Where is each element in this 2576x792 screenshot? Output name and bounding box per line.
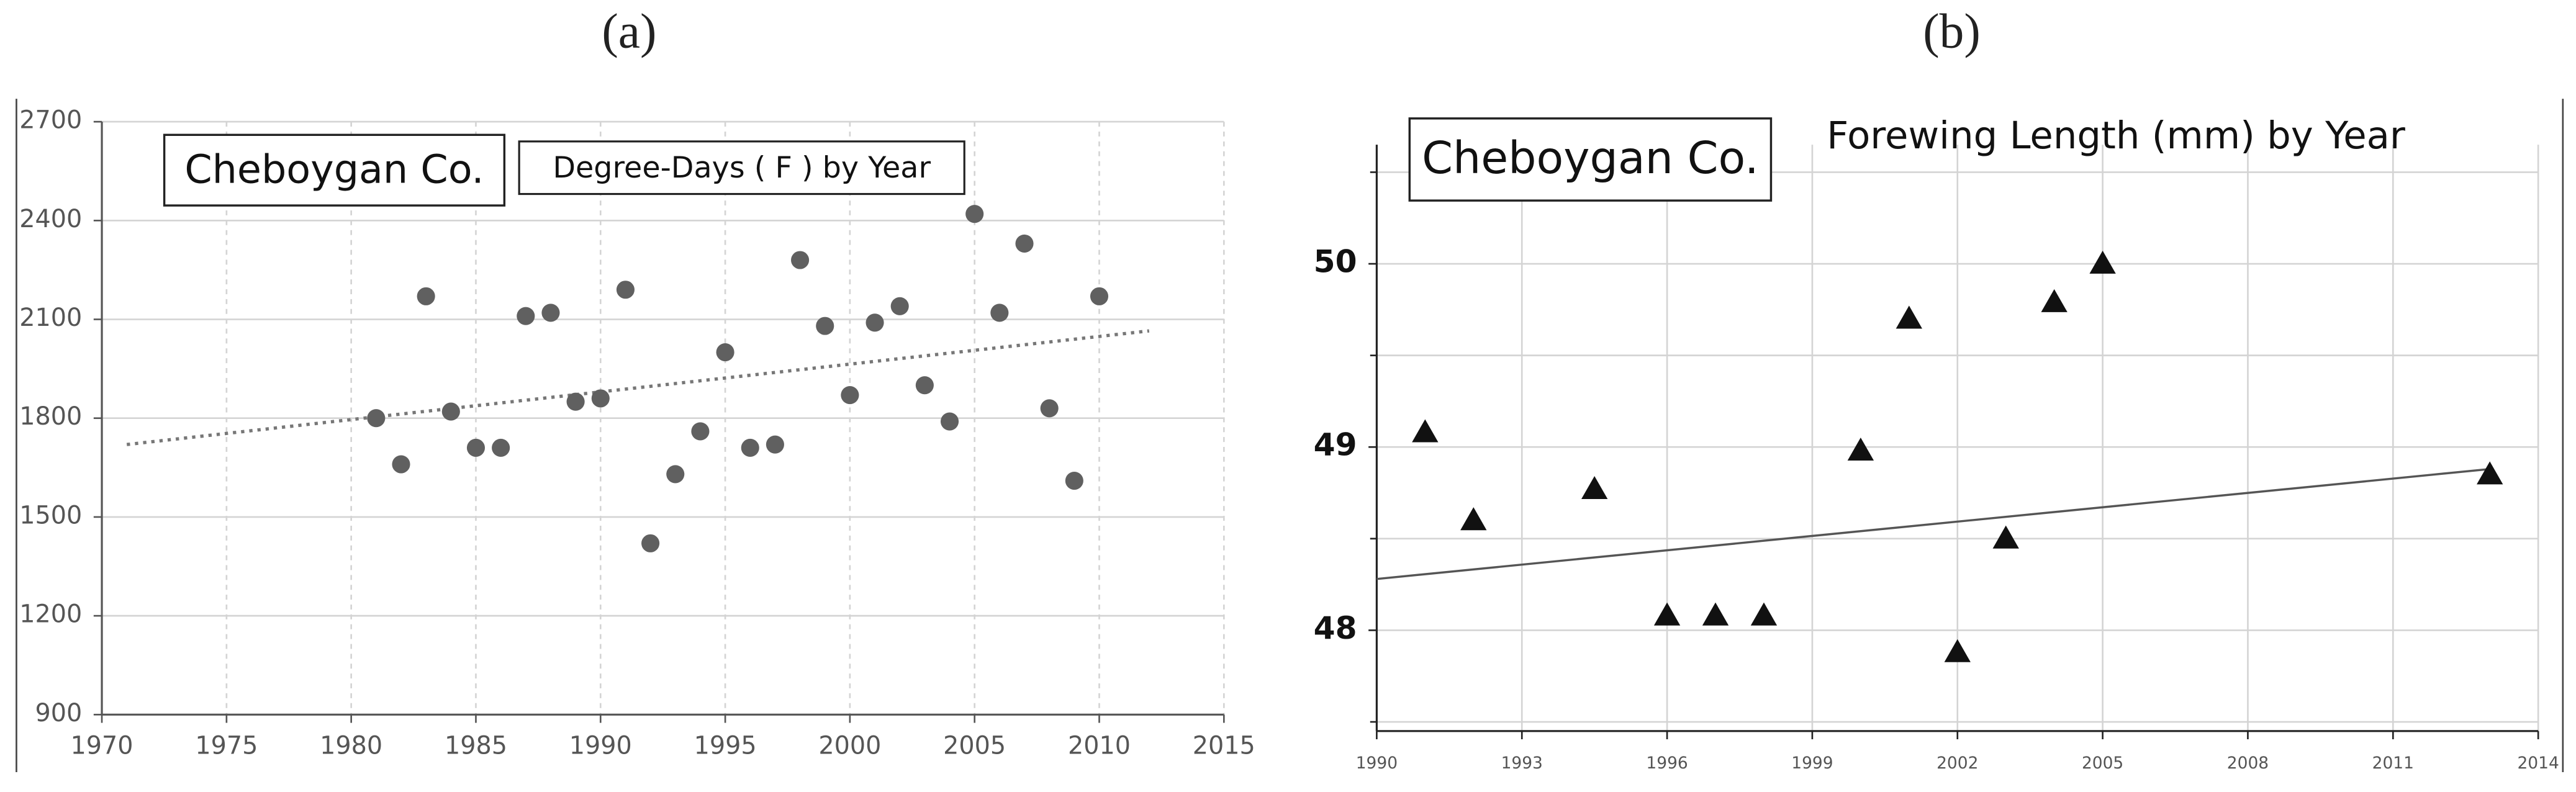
- annotation: Cheboygan Co.: [184, 146, 484, 192]
- x-tick-label: 2011: [2372, 754, 2414, 773]
- trendline: [1376, 467, 2490, 580]
- y-tick-label: 900: [35, 699, 83, 727]
- x-tick-label: 1985: [445, 732, 507, 760]
- x-tick-label: 2010: [1068, 732, 1131, 760]
- point: [1653, 602, 1681, 626]
- point: [1040, 399, 1059, 418]
- x-tick-label: 1970: [71, 732, 133, 760]
- point: [566, 392, 585, 411]
- x-tick-label: 2008: [2227, 754, 2269, 773]
- point: [417, 287, 435, 305]
- panel-label: (a): [602, 4, 656, 59]
- point: [466, 438, 486, 457]
- point: [1992, 525, 2019, 549]
- y-tick-label: 1800: [19, 402, 82, 431]
- x-tick-label: 1993: [1501, 754, 1543, 773]
- point: [1015, 234, 1034, 253]
- y-tick-label: 48: [1314, 610, 1357, 646]
- x-tick-label: 2005: [943, 732, 1006, 760]
- annotation-box: [163, 133, 506, 207]
- y-tick-label: 1200: [19, 600, 82, 629]
- x-tick-label: 1996: [1646, 754, 1688, 773]
- x-tick-label: 2014: [2517, 754, 2559, 773]
- title-box: [518, 140, 965, 196]
- chart-title: Forewing Length (mm) by Year: [1827, 114, 2406, 158]
- x-tick-label: 2005: [2082, 754, 2123, 773]
- point: [691, 422, 710, 441]
- point: [915, 376, 934, 395]
- point: [641, 534, 660, 552]
- y-tick-label: 50: [1314, 243, 1357, 280]
- chart-title: Degree-Days ( F ) by Year: [553, 151, 931, 185]
- point: [716, 343, 734, 362]
- point: [591, 389, 610, 408]
- y-tick-label: 49: [1314, 426, 1357, 463]
- point: [1847, 437, 1874, 461]
- point: [392, 455, 410, 474]
- x-tick-label: 1999: [1791, 754, 1833, 773]
- y-tick-label: 1500: [19, 501, 82, 529]
- x-tick-label: 2015: [1193, 732, 1255, 760]
- panel-label: (b): [1923, 4, 1981, 59]
- point: [1065, 471, 1083, 490]
- point: [367, 409, 386, 428]
- point: [841, 386, 859, 405]
- point: [741, 438, 759, 457]
- point: [965, 205, 984, 223]
- point: [666, 465, 685, 484]
- point: [1412, 419, 1439, 443]
- point: [1090, 287, 1109, 305]
- x-tick-label: 2002: [1937, 754, 1978, 773]
- point: [441, 402, 460, 421]
- point: [2041, 289, 2068, 312]
- y-tick-label: 2700: [19, 106, 82, 135]
- point: [1750, 602, 1778, 626]
- point: [990, 304, 1009, 322]
- point: [2477, 461, 2503, 485]
- point: [492, 438, 510, 457]
- y-tick-label: 2400: [19, 205, 82, 233]
- point: [791, 251, 810, 269]
- point: [865, 313, 884, 332]
- point: [940, 412, 959, 431]
- point: [816, 317, 834, 335]
- y-tick-label: 2100: [19, 304, 82, 332]
- point: [1581, 475, 1608, 500]
- point: [890, 297, 909, 315]
- x-tick-label: 1990: [1356, 754, 1398, 773]
- annotation: Cheboygan Co.: [1422, 132, 1759, 184]
- point: [1702, 602, 1729, 626]
- annotation-box: [1408, 117, 1773, 202]
- point: [541, 304, 560, 322]
- x-tick-label: 1995: [694, 732, 757, 760]
- x-tick-label: 1980: [320, 732, 382, 760]
- point: [616, 281, 635, 299]
- x-tick-label: 1990: [569, 732, 632, 760]
- trendline: [126, 329, 1150, 446]
- x-tick-label: 1975: [195, 732, 258, 760]
- point: [1896, 305, 1922, 329]
- point: [766, 435, 784, 454]
- point: [1944, 639, 1971, 662]
- point: [1460, 507, 1487, 531]
- x-tick-label: 2000: [818, 732, 881, 760]
- point: [2089, 250, 2116, 274]
- point: [517, 307, 535, 325]
